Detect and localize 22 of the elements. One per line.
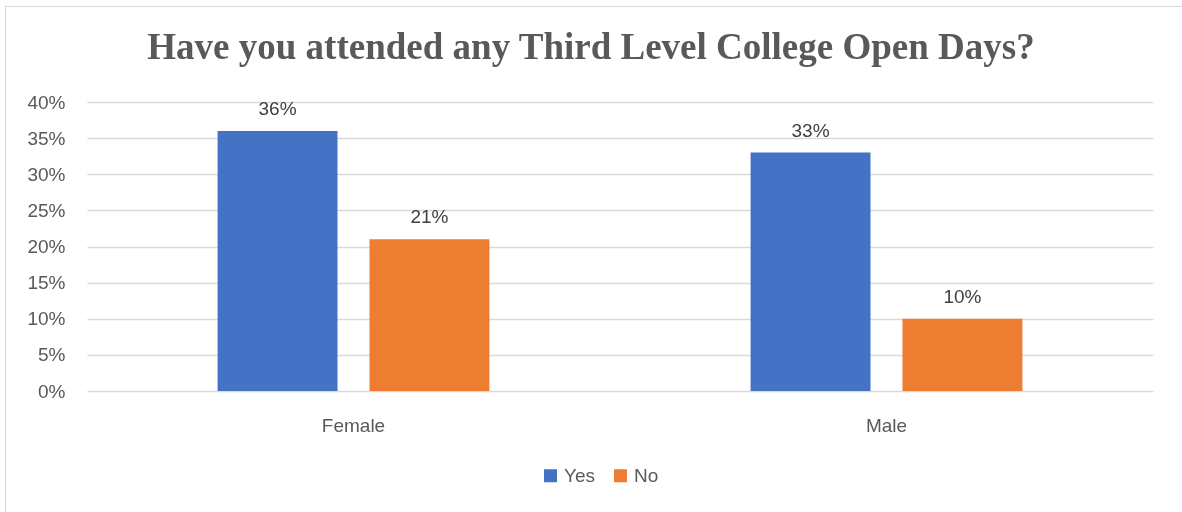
data-label: 21% [410, 206, 449, 228]
y-tick-label: 20% [27, 236, 66, 257]
bar [217, 130, 338, 391]
bar [750, 152, 871, 391]
y-tick-label: 30% [27, 163, 66, 185]
legend-label: Yes [564, 464, 595, 486]
data-label: 10% [943, 285, 982, 307]
x-tick-label: Female [321, 414, 386, 436]
y-tick-label: 25% [27, 199, 66, 221]
data-label: 36% [258, 97, 297, 119]
y-tick-label: 0% [38, 380, 66, 402]
y-tick-label: 5% [38, 344, 66, 366]
x-tick-label: Male [865, 414, 908, 436]
legend-label: No [634, 464, 659, 486]
chart-title: Have you attended any Third Level College Open Days? [147, 26, 1035, 67]
y-tick-label: 35% [27, 127, 66, 149]
y-tick-label: 15% [27, 272, 66, 294]
y-tick-label: 40% [27, 91, 66, 113]
bar [369, 239, 490, 391]
bar [902, 318, 1023, 391]
data-label: 33% [791, 119, 830, 141]
y-tick-label: 10% [27, 308, 66, 330]
